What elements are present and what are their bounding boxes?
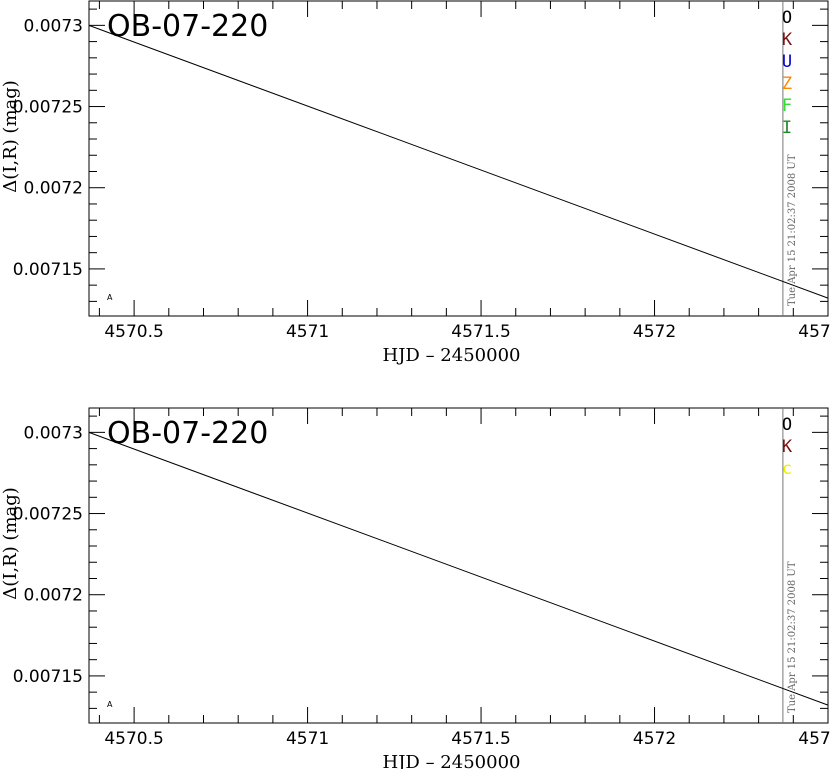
plot-timestamp: Tue Apr 15 21:02:37 2008 UT	[787, 561, 798, 713]
legend-entry: O	[782, 415, 792, 435]
x-tick-label: 4570.5	[104, 322, 163, 342]
y-axis-label: Δ(I,R) (mag)	[0, 80, 21, 193]
x-tick-label: 4570.5	[104, 729, 163, 749]
legend-entry: K	[782, 30, 793, 50]
y-tick-label: 0.00725	[13, 98, 83, 118]
y-tick-label: 0.0072	[24, 179, 83, 199]
legend-entry: I	[782, 118, 792, 138]
plot-frame	[88, 0, 829, 317]
x-axis-label: HJD – 2450000	[383, 752, 521, 769]
x-tick-label: 4572	[633, 729, 676, 749]
annotation-mark: A	[107, 700, 113, 709]
y-tick-label: 0.00715	[13, 260, 83, 280]
x-tick-label: 4571	[286, 322, 329, 342]
x-tick-label: 4571	[286, 729, 329, 749]
x-axis-label: HJD – 2450000	[383, 345, 521, 366]
legend-entry: O	[782, 8, 792, 28]
plot-frame	[88, 407, 829, 724]
y-tick-label: 0.0073	[24, 16, 83, 36]
legend-entry: F	[782, 96, 792, 116]
x-tick-label: 4571.5	[451, 322, 510, 342]
x-tick-label: 4572.5	[798, 729, 830, 749]
model-curve-line	[88, 24, 829, 299]
x-tick-label: 4571.5	[451, 729, 510, 749]
chart-panel-bottom: 4570.5 4571 4571.5 4572 4572.5 0.0073 0.00725 0…	[0, 407, 830, 769]
y-tick-label: 0.00725	[13, 505, 83, 525]
plot-timestamp: Tue Apr 15 21:02:37 2008 UT	[787, 154, 798, 306]
x-tick-label: 4572	[633, 322, 676, 342]
y-tick-label: 0.0072	[24, 586, 83, 606]
y-axis-label: Δ(I,R) (mag)	[0, 487, 21, 600]
legend-entry: K	[782, 437, 793, 457]
legend-entry: U	[782, 52, 792, 72]
legend-entry: c	[782, 459, 792, 479]
y-tick-label: 0.00715	[13, 667, 83, 687]
y-tick-label: 0.0073	[24, 423, 83, 443]
x-tick-label: 4572.5	[798, 322, 830, 342]
model-curve-line	[88, 431, 829, 706]
annotation-mark: A	[107, 293, 113, 302]
legend-entry: Z	[782, 74, 792, 94]
chart-title: OB-07-220	[107, 9, 268, 44]
chart-title: OB-07-220	[107, 416, 268, 451]
chart-panel-top: 4570.5 4571 4571.5 4572 4572.5 0.0073 0.00725 0…	[0, 0, 830, 366]
